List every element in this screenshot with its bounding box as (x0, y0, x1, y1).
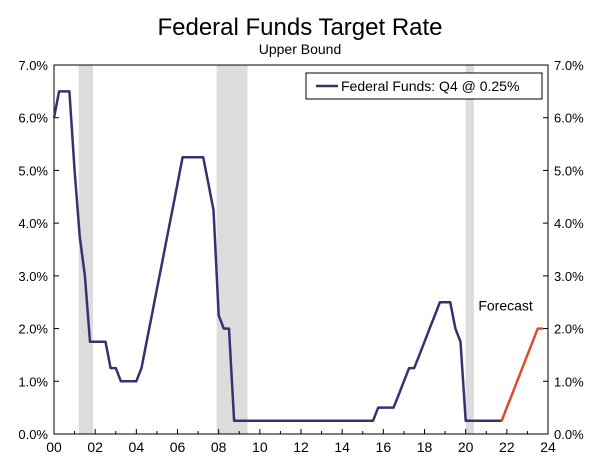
y-tick-label: 2.0% (18, 322, 48, 337)
x-tick-label: 20 (458, 439, 474, 455)
y-tick-label: 1.0% (18, 374, 48, 389)
recession-band (465, 65, 474, 434)
y-tick-label: 3.0% (18, 269, 48, 284)
series-line-forecast (500, 327, 543, 422)
series-line-fed-funds (52, 90, 502, 423)
y-tick-label-right: 2.0% (554, 322, 584, 337)
x-tick-label: 02 (87, 439, 103, 455)
y-tick-label: 5.0% (18, 163, 48, 178)
y-tick-label: 0.0% (18, 427, 48, 442)
x-tick-label: 24 (540, 439, 556, 455)
y-tick-label: 7.0% (18, 58, 48, 73)
x-tick-label: 22 (499, 439, 515, 455)
chart-title: Federal Funds Target Rate (157, 14, 443, 41)
x-tick-label: 18 (417, 439, 433, 455)
y-tick-label-right: 3.0% (554, 269, 584, 284)
forecast-annotation: Forecast (478, 298, 533, 314)
legend-label: Federal Funds: Q4 @ 0.25% (341, 78, 519, 94)
x-tick-label: 08 (211, 439, 227, 455)
x-tick-label: 16 (376, 439, 392, 455)
x-tick-label: 04 (129, 439, 145, 455)
chart-subtitle: Upper Bound (258, 41, 342, 57)
x-tick-label: 14 (334, 439, 350, 455)
y-tick-label-right: 0.0% (554, 427, 584, 442)
x-tick-label: 12 (293, 439, 309, 455)
legend-box (305, 72, 543, 100)
y-tick-label-right: 1.0% (554, 374, 584, 389)
x-tick-label: 06 (170, 439, 186, 455)
y-tick-label: 4.0% (18, 216, 48, 231)
y-tick-label-right: 4.0% (554, 216, 584, 231)
y-tick-label: 6.0% (18, 111, 48, 126)
x-tick-label: 00 (46, 439, 62, 455)
y-tick-label-right: 7.0% (554, 58, 584, 73)
y-tick-label-right: 6.0% (554, 111, 584, 126)
x-tick-label: 10 (252, 439, 268, 455)
y-tick-label-right: 5.0% (554, 163, 584, 178)
